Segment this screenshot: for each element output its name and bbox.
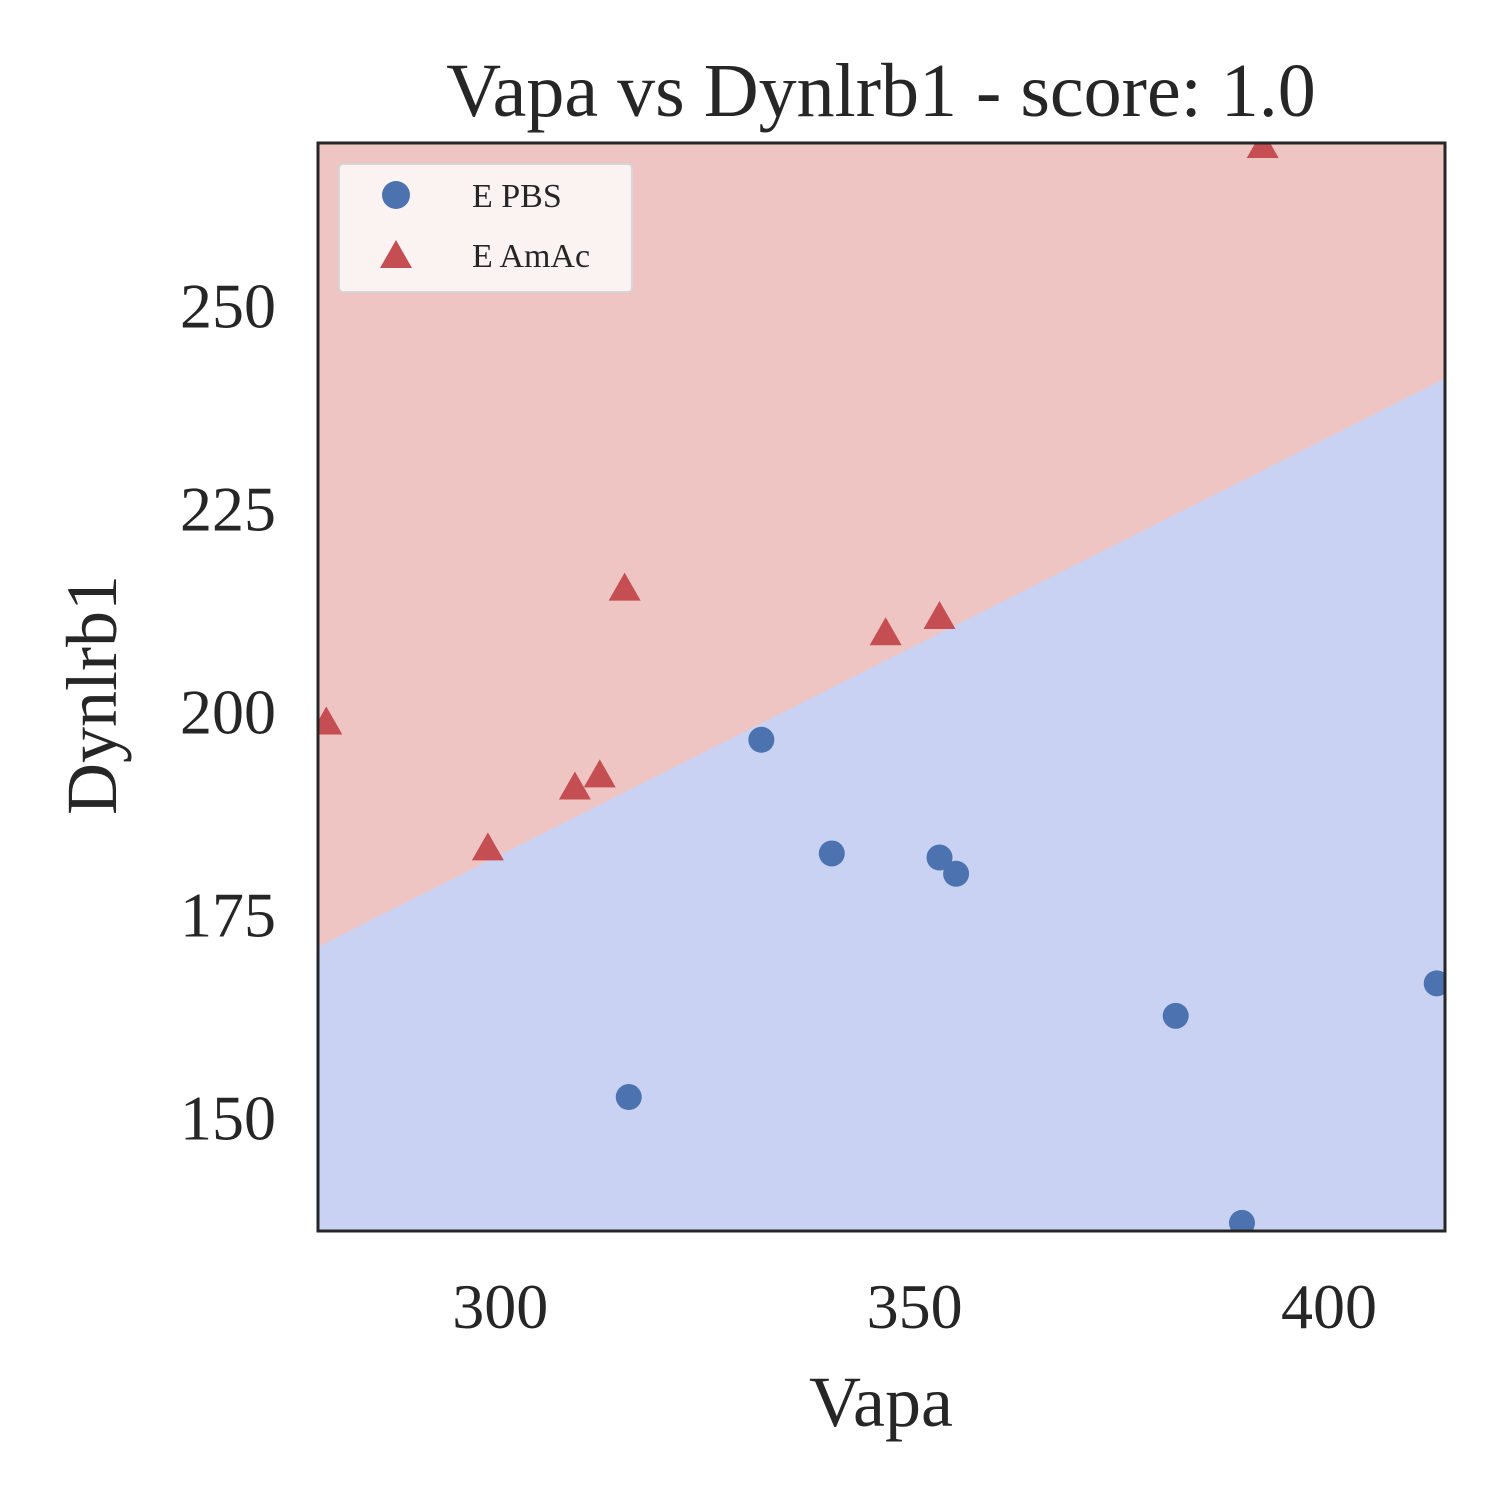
data-point-e-amac: [608, 572, 641, 601]
x-tick-label: 350: [867, 1271, 963, 1342]
legend: E PBS E AmAc: [338, 163, 633, 293]
decision-region-above: [318, 143, 1445, 947]
data-point-e-pbs: [748, 726, 775, 753]
data-point-e-pbs: [943, 860, 970, 887]
data-point-e-amac: [558, 771, 591, 800]
data-point-e-pbs: [1228, 1209, 1255, 1231]
legend-label-e-pbs: E PBS: [472, 178, 562, 215]
data-point-e-amac: [471, 832, 504, 861]
y-tick-label: 200: [180, 676, 276, 747]
data-point-e-pbs: [1162, 1002, 1189, 1029]
legend-label-e-amac: E AmAc: [472, 238, 590, 275]
data-point-e-pbs: [615, 1084, 642, 1111]
data-point-e-amac: [318, 706, 343, 735]
plot-frame: [316, 141, 1447, 1233]
data-point-e-pbs: [818, 840, 845, 867]
legend-marker-e-amac: [380, 240, 412, 268]
data-point-e-pbs: [926, 844, 953, 871]
y-tick-label: 175: [180, 879, 276, 950]
data-point-e-amac: [583, 759, 616, 788]
chart-title: Vapa vs Dynlrb1 - score: 1.0: [446, 49, 1316, 133]
y-tick-label: 150: [180, 1082, 276, 1153]
data-point-e-amac: [1246, 143, 1279, 159]
x-tick-label: 300: [452, 1271, 548, 1342]
data-point-e-amac: [923, 600, 956, 629]
y-axis-label: Dynlrb1: [52, 575, 132, 815]
data-point-e-pbs: [1423, 970, 1445, 997]
data-point-e-amac: [869, 617, 902, 646]
x-axis-label: Vapa: [809, 1362, 953, 1442]
y-tick-label: 225: [180, 473, 276, 544]
y-tick-label: 250: [180, 270, 276, 341]
x-tick-label: 400: [1281, 1271, 1377, 1342]
legend-marker-e-pbs: [382, 181, 410, 209]
legend-box: [338, 163, 633, 293]
